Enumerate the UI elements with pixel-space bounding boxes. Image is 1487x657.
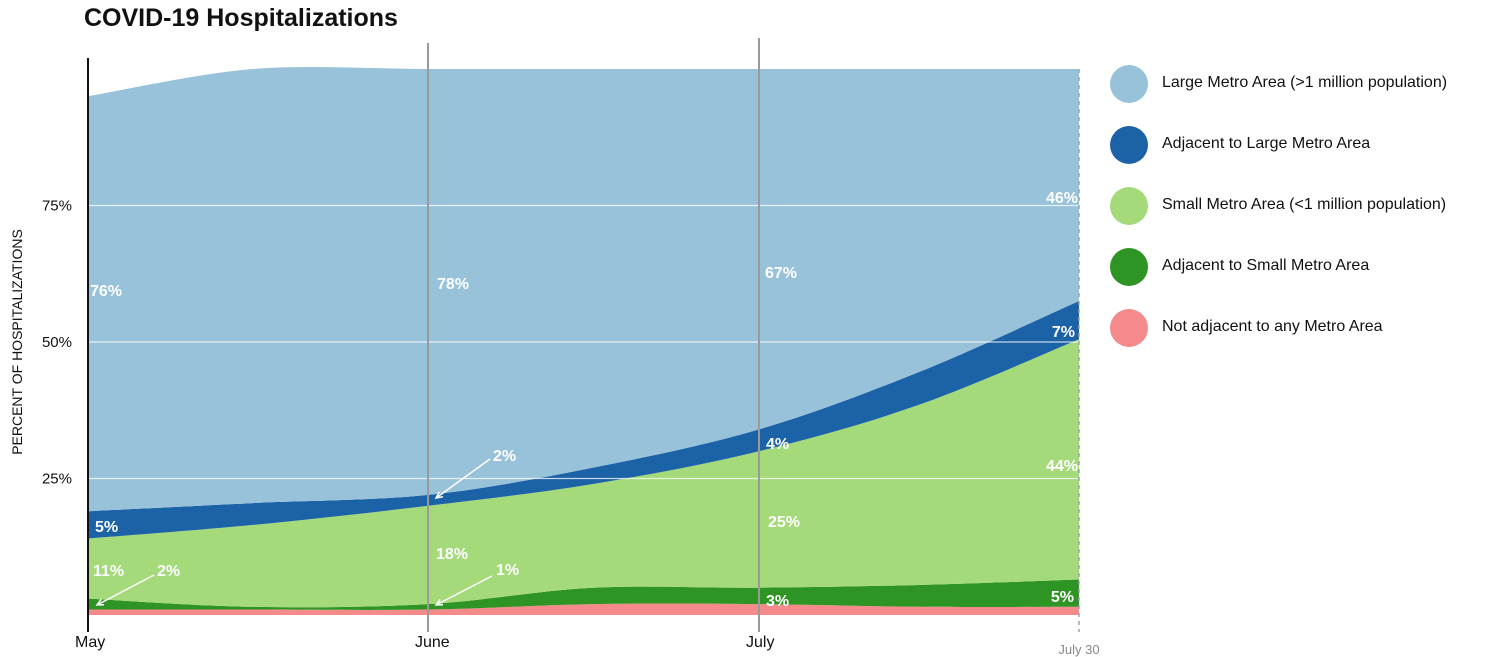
label-arrow bbox=[435, 458, 491, 499]
legend-label: Large Metro Area (>1 million population) bbox=[1162, 74, 1448, 91]
data-label: 3% bbox=[766, 593, 789, 610]
data-label: 67% bbox=[765, 265, 797, 282]
data-label: 44% bbox=[1046, 458, 1078, 475]
x-tick-label: July bbox=[746, 634, 774, 651]
data-label: 5% bbox=[1051, 589, 1074, 606]
x-tick-label: June bbox=[415, 634, 450, 651]
label-arrow-head bbox=[434, 491, 444, 500]
data-label: 18% bbox=[436, 546, 468, 563]
legend-swatch bbox=[1110, 126, 1148, 164]
legend-swatch bbox=[1110, 248, 1148, 286]
data-label: 25% bbox=[768, 514, 800, 531]
data-label: 7% bbox=[1052, 324, 1075, 341]
data-label: 76% bbox=[90, 283, 122, 300]
y-tick-label: 25% bbox=[42, 471, 72, 488]
data-label: 2% bbox=[157, 563, 180, 580]
legend-label: Small Metro Area (<1 million population) bbox=[1162, 196, 1447, 213]
data-label: 4% bbox=[766, 436, 789, 453]
legend-label: Adjacent to Small Metro Area bbox=[1162, 257, 1370, 274]
area-series bbox=[88, 603, 1079, 615]
area-series bbox=[88, 339, 1079, 608]
area-series bbox=[88, 66, 1079, 512]
data-label: 46% bbox=[1046, 190, 1078, 207]
legend-swatch bbox=[1110, 187, 1148, 225]
data-label: 78% bbox=[437, 276, 469, 293]
label-arrow bbox=[96, 574, 155, 606]
data-label: 2% bbox=[493, 448, 516, 465]
end-date-label: July 30 bbox=[1058, 642, 1099, 657]
x-tick-label: May bbox=[75, 634, 105, 651]
label-arrow bbox=[435, 575, 493, 606]
label-arrow-head bbox=[95, 598, 105, 606]
y-axis-title: PERCENT OF HOSPITALIZATIONS bbox=[9, 229, 25, 455]
area-series bbox=[88, 579, 1079, 610]
data-label: 11% bbox=[93, 563, 124, 580]
data-label: 5% bbox=[95, 519, 118, 536]
legend-swatch bbox=[1110, 309, 1148, 347]
y-tick-label: 50% bbox=[42, 334, 72, 351]
y-tick-label: 75% bbox=[42, 198, 72, 215]
chart-title: COVID-19 Hospitalizations bbox=[84, 4, 398, 32]
area-series bbox=[88, 301, 1079, 539]
label-arrow-head bbox=[434, 598, 444, 606]
legend-label: Adjacent to Large Metro Area bbox=[1162, 135, 1371, 152]
legend-label: Not adjacent to any Metro Area bbox=[1162, 318, 1383, 335]
legend-swatch bbox=[1110, 65, 1148, 103]
data-label: 1% bbox=[496, 562, 519, 579]
